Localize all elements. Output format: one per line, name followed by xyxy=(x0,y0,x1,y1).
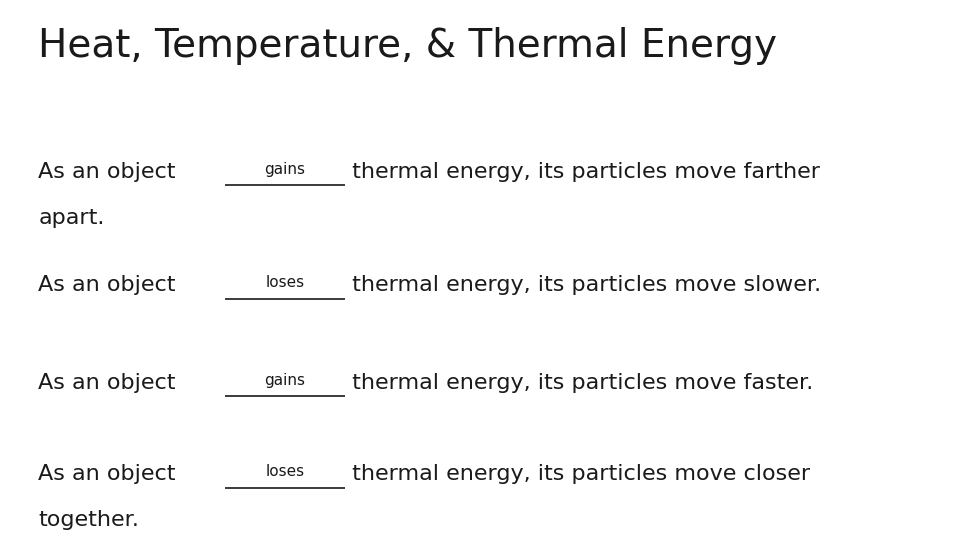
Text: apart.: apart. xyxy=(38,208,105,228)
Text: thermal energy, its particles move faster.: thermal energy, its particles move faste… xyxy=(345,373,813,393)
Text: gains: gains xyxy=(265,373,305,388)
Text: together.: together. xyxy=(38,510,139,530)
Text: loses: loses xyxy=(266,464,304,480)
Text: loses: loses xyxy=(266,275,304,291)
Text: As an object: As an object xyxy=(38,275,183,295)
Text: Heat, Temperature, & Thermal Energy: Heat, Temperature, & Thermal Energy xyxy=(38,27,778,65)
Text: As an object: As an object xyxy=(38,162,183,182)
Text: thermal energy, its particles move slower.: thermal energy, its particles move slowe… xyxy=(345,275,821,295)
Text: As an object: As an object xyxy=(38,464,183,484)
Text: thermal energy, its particles move farther: thermal energy, its particles move farth… xyxy=(345,162,820,182)
Text: As an object: As an object xyxy=(38,373,183,393)
Text: gains: gains xyxy=(265,162,305,177)
Text: thermal energy, its particles move closer: thermal energy, its particles move close… xyxy=(345,464,810,484)
